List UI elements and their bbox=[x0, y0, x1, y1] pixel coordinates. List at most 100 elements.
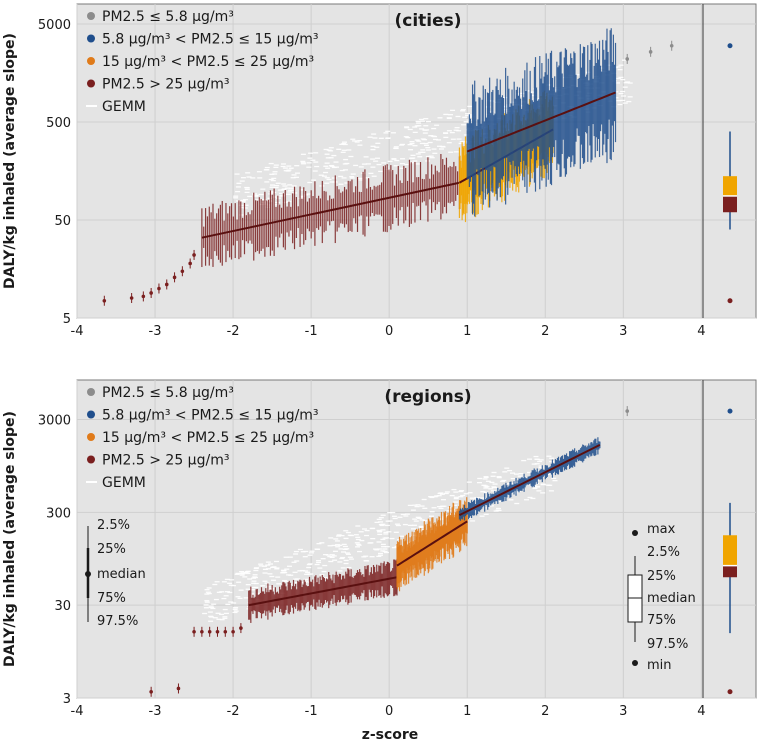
gemm-mark bbox=[291, 561, 297, 563]
gemm-mark bbox=[301, 163, 307, 165]
gemm-mark bbox=[344, 548, 350, 550]
gemm-mark bbox=[483, 487, 489, 489]
gemm-mark bbox=[530, 497, 536, 500]
gemm-mark bbox=[287, 565, 293, 567]
gemm-mark bbox=[280, 163, 286, 165]
gemm-mark bbox=[339, 143, 345, 146]
gemm-mark bbox=[627, 96, 633, 98]
gemm-mark bbox=[219, 619, 225, 621]
gemm-mark bbox=[364, 177, 370, 179]
gemm-mark bbox=[496, 500, 502, 502]
gemm-mark bbox=[356, 544, 362, 546]
gemm-mark bbox=[355, 536, 361, 538]
gemm-mark bbox=[404, 513, 410, 515]
gemm-mark bbox=[233, 197, 239, 199]
summary-box-lower bbox=[723, 195, 737, 213]
gemm-mark bbox=[221, 597, 227, 600]
gemm-mark bbox=[328, 164, 334, 167]
gemm-mark bbox=[236, 581, 242, 583]
gemm-mark bbox=[479, 497, 485, 499]
gemm-mark bbox=[418, 151, 424, 153]
gemm-mark bbox=[540, 492, 546, 494]
chart-panel-cities: -4 -3 -2 -1 0 1 2 3 4 5 50 500 5000 DALY/kg inhaled (… bbox=[2, 3, 757, 339]
gemm-mark bbox=[376, 541, 382, 543]
gemm-mark bbox=[290, 189, 296, 191]
gemm-mark bbox=[251, 577, 257, 579]
series-trend-line bbox=[458, 443, 601, 517]
gemm-mark bbox=[253, 582, 259, 585]
x-tick-label: 1 bbox=[463, 324, 471, 339]
gemm-mark bbox=[412, 131, 418, 134]
gemm-mark bbox=[300, 160, 306, 163]
gemm-mark bbox=[412, 504, 418, 506]
legend-marker bbox=[87, 388, 95, 396]
summary-min-point bbox=[727, 689, 733, 695]
gemm-mark bbox=[284, 187, 290, 189]
gemm-mark bbox=[412, 145, 418, 147]
gemm-mark bbox=[273, 166, 279, 168]
gemm-mark bbox=[399, 535, 405, 537]
gemm-mark bbox=[432, 138, 438, 141]
legend-label: 5.8 µg/m³ < PM2.5 ≤ 15 µg/m³ bbox=[102, 408, 319, 424]
gemm-mark bbox=[300, 153, 306, 155]
gemm-mark bbox=[407, 504, 413, 507]
gemm-mark bbox=[214, 581, 220, 583]
gemm-mark bbox=[532, 487, 538, 489]
gemm-mark bbox=[357, 550, 363, 553]
gemm-mark bbox=[240, 201, 246, 203]
gemm-mark bbox=[262, 568, 268, 571]
gemm-mark bbox=[343, 559, 349, 562]
gemm-mark bbox=[393, 147, 399, 150]
gemm-mark bbox=[306, 573, 312, 575]
panel-title: (regions) bbox=[384, 387, 471, 407]
gemm-mark bbox=[496, 476, 502, 479]
gemm-mark bbox=[487, 494, 493, 496]
gemm-mark bbox=[443, 132, 449, 135]
data-point bbox=[215, 629, 220, 634]
gemm-mark bbox=[530, 91, 536, 93]
gemm-mark bbox=[283, 556, 289, 558]
gemm-mark bbox=[449, 131, 455, 134]
data-point bbox=[172, 275, 177, 280]
gemm-mark bbox=[546, 84, 552, 87]
gemm-mark bbox=[399, 167, 405, 169]
gemm-mark bbox=[212, 583, 218, 586]
gemm-mark bbox=[394, 159, 400, 162]
gemm-mark bbox=[286, 574, 292, 576]
gemm-mark bbox=[460, 494, 466, 497]
gemm-mark bbox=[380, 538, 386, 541]
gemm-mark bbox=[407, 143, 413, 146]
gemm-mark bbox=[329, 181, 335, 183]
gemm-mark bbox=[491, 486, 497, 488]
gemm-mark bbox=[390, 132, 396, 134]
gemm-mark bbox=[535, 99, 541, 101]
gemm-mark bbox=[361, 556, 367, 558]
gemm-mark bbox=[308, 152, 314, 154]
gemm-mark bbox=[393, 531, 399, 533]
gemm-mark bbox=[338, 175, 344, 178]
gemm-mark bbox=[307, 554, 313, 556]
gemm-mark bbox=[251, 580, 257, 582]
gemm-mark bbox=[240, 206, 246, 209]
gemm-mark bbox=[324, 177, 330, 179]
gemm-mark bbox=[375, 142, 381, 144]
gemm-mark bbox=[243, 204, 249, 206]
gemm-mark bbox=[343, 158, 349, 161]
gemm-mark bbox=[460, 108, 466, 111]
gemm-mark bbox=[207, 611, 213, 613]
gemm-mark bbox=[620, 99, 626, 102]
gemm-mark bbox=[443, 492, 449, 495]
gemm-mark bbox=[514, 502, 520, 505]
gemm-mark bbox=[432, 152, 438, 154]
gemm-mark bbox=[331, 154, 337, 157]
key-errorbar: 2.5% 25% median 75% 97.5% bbox=[85, 518, 146, 629]
gemm-mark bbox=[294, 172, 300, 174]
key-left-label: 75% bbox=[97, 591, 126, 606]
gemm-mark bbox=[269, 173, 275, 175]
gemm-mark bbox=[305, 193, 311, 195]
gemm-mark bbox=[270, 566, 276, 569]
gemm-mark bbox=[342, 143, 348, 146]
gemm-mark bbox=[253, 195, 259, 197]
gemm-mark bbox=[250, 177, 256, 179]
gemm-mark bbox=[202, 612, 208, 615]
